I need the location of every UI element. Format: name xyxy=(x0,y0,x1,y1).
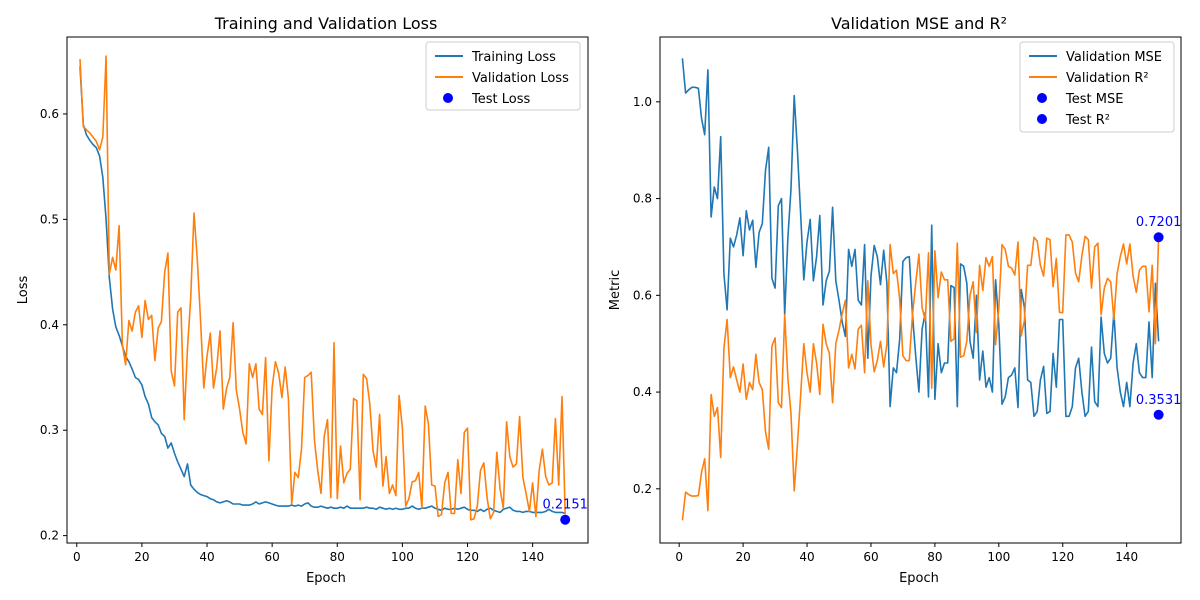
axes-frame xyxy=(66,36,589,544)
legend-label-validation-r2: Validation R² xyxy=(1066,71,1149,86)
y-tick-label: 0.2 xyxy=(40,529,59,543)
x-tick-label: 100 xyxy=(391,550,414,564)
legend-label-test-mse: Test MSE xyxy=(1065,92,1123,107)
y-tick-label: 0.2 xyxy=(633,482,652,496)
x-tick-label: 60 xyxy=(265,550,280,564)
legend-label-validation-mse: Validation MSE xyxy=(1066,50,1162,65)
chart-title: Training and Validation Loss xyxy=(214,14,438,33)
metric-panel: Validation MSE and R² Epoch Metric 0.353… xyxy=(608,14,1182,586)
legend-box xyxy=(425,41,581,111)
y-tick-label: 0.6 xyxy=(40,107,59,121)
legend-label-validation-loss: Validation Loss xyxy=(472,71,569,86)
loss-panel: Training and Validation Loss Epoch Loss … xyxy=(16,14,589,586)
x-tick-label: 120 xyxy=(456,550,479,564)
x-tick-label: 0 xyxy=(675,550,683,564)
legend-label-test-loss: Test Loss xyxy=(471,92,530,107)
x-tick-label: 140 xyxy=(1115,550,1138,564)
test-point-test-loss xyxy=(560,514,571,525)
legend: Validation MSE Validation R² Test MSE Te… xyxy=(1019,41,1175,133)
y-tick-label: 0.6 xyxy=(633,288,652,302)
x-tick-label: 80 xyxy=(330,550,345,564)
plot-area: 0.2151 0 20 40 60 80 100 120 140 0.2 0.3 0.4 0.5 0.6 xyxy=(40,36,589,564)
legend-box xyxy=(1019,41,1175,133)
x-axis-label: Epoch xyxy=(306,571,346,586)
x-tick-label: 40 xyxy=(799,550,814,564)
y-tick-label: 0.3 xyxy=(40,423,59,437)
x-tick-label: 0 xyxy=(73,550,81,564)
series-line-validation-r2 xyxy=(681,234,1160,521)
x-tick-label: 40 xyxy=(199,550,214,564)
series-line-validation-mse xyxy=(681,58,1160,418)
x-tick-label: 20 xyxy=(735,550,750,564)
x-tick-label: 100 xyxy=(987,550,1010,564)
legend-marker-test-mse xyxy=(1037,93,1047,103)
test-point-label-test-r2: 0.7201 xyxy=(1136,215,1182,230)
test-point-test-r2 xyxy=(1153,232,1164,243)
plot-area: 0.3531 0.7201 0 20 40 60 80 100 120 140 0.2 0.4 0.6 0… xyxy=(633,36,1182,564)
test-point-test-mse xyxy=(1153,409,1164,420)
legend-label-training-loss: Training Loss xyxy=(471,50,556,65)
y-tick-label: 0.4 xyxy=(633,385,652,399)
series-line-training-loss xyxy=(79,66,566,515)
y-tick-label: 0.5 xyxy=(40,212,59,226)
legend-marker-test-r2 xyxy=(1037,114,1047,124)
y-tick-label: 0.8 xyxy=(633,192,652,206)
test-point-label-test-mse: 0.3531 xyxy=(1136,393,1182,408)
x-tick-label: 120 xyxy=(1051,550,1074,564)
x-tick-label: 80 xyxy=(927,550,942,564)
x-tick-label: 20 xyxy=(134,550,149,564)
x-axis-label: Epoch xyxy=(899,571,939,586)
legend: Training Loss Validation Loss Test Loss xyxy=(425,41,581,111)
y-axis-label: Metric xyxy=(608,270,623,310)
y-axis-label: Loss xyxy=(16,276,31,305)
y-tick-label: 0.4 xyxy=(40,318,59,332)
series-line-validation-loss xyxy=(79,55,566,521)
x-tick-label: 140 xyxy=(521,550,544,564)
chart-title: Validation MSE and R² xyxy=(831,14,1007,33)
legend-label-test-r2: Test R² xyxy=(1065,113,1110,128)
legend-marker-test-loss xyxy=(443,93,453,103)
x-tick-label: 60 xyxy=(863,550,878,564)
axes-frame xyxy=(659,36,1182,544)
test-point-label-test-loss: 0.2151 xyxy=(542,498,588,513)
y-tick-label: 1.0 xyxy=(633,95,652,109)
